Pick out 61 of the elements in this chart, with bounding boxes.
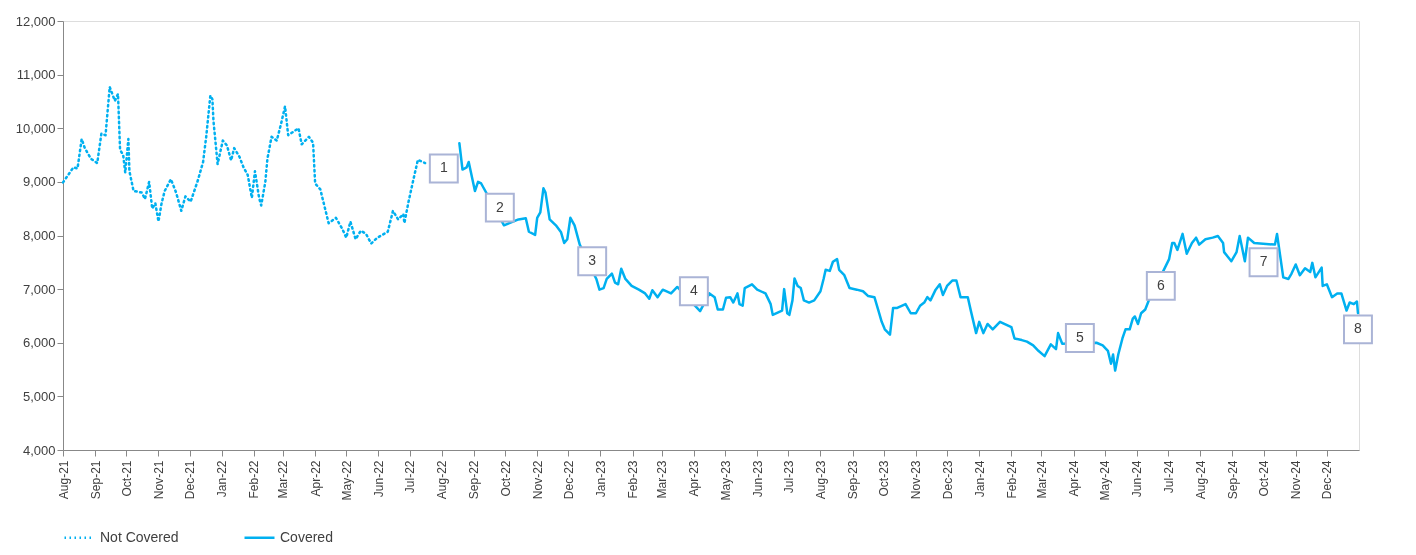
x-tick-label: May-23 bbox=[718, 460, 733, 501]
annotation: 6 bbox=[1156, 276, 1165, 293]
y-tick-label: 12,000 bbox=[15, 13, 56, 29]
x-tick-label: Nov-24 bbox=[1289, 460, 1304, 500]
x-tick-label: Sep-24 bbox=[1225, 460, 1240, 500]
x-tick-label: Apr-24 bbox=[1067, 460, 1082, 497]
x-tick-label: Mar-22 bbox=[276, 460, 291, 499]
x-tick-label: Jun-22 bbox=[371, 460, 386, 498]
x-tick-label: Jul-24 bbox=[1161, 460, 1176, 494]
x-tick-label: Apr-23 bbox=[687, 460, 702, 497]
x-tick-label: Aug-24 bbox=[1193, 460, 1208, 500]
annotation: 5 bbox=[1075, 328, 1084, 345]
x-tick-label: Nov-23 bbox=[909, 460, 924, 500]
x-tick-label: Oct-24 bbox=[1257, 460, 1272, 497]
x-tick-label: Mar-24 bbox=[1034, 460, 1049, 499]
x-tick-label: Sep-23 bbox=[846, 460, 861, 500]
x-tick-label: Feb-23 bbox=[626, 460, 641, 499]
annotation: 4 bbox=[689, 282, 698, 299]
annotation: 2 bbox=[495, 198, 504, 215]
annotation: 3 bbox=[588, 252, 597, 269]
x-tick-label: Apr-22 bbox=[308, 460, 323, 497]
x-tick-label: Jan-23 bbox=[593, 460, 608, 498]
x-tick-label: Jul-22 bbox=[403, 460, 418, 494]
y-tick-label: 10,000 bbox=[15, 120, 56, 136]
y-tick-label: 7,000 bbox=[22, 281, 56, 297]
legend-label: Covered bbox=[280, 528, 333, 545]
x-tick-label: Oct-22 bbox=[498, 460, 513, 497]
x-tick-label: Jun-24 bbox=[1130, 460, 1145, 498]
x-tick-label: Jan-24 bbox=[972, 460, 987, 498]
x-tick-label: Oct-23 bbox=[877, 460, 892, 497]
x-tick-label: Dec-22 bbox=[561, 460, 576, 500]
y-tick-label: 8,000 bbox=[22, 228, 56, 243]
x-tick-label: Nov-22 bbox=[530, 460, 545, 500]
x-tick-label: Sep-22 bbox=[467, 460, 482, 500]
x-tick-label: Sep-21 bbox=[88, 460, 103, 500]
line-series bbox=[61, 85, 427, 245]
x-tick-label: Aug-22 bbox=[435, 460, 450, 500]
annotation: 8 bbox=[1354, 320, 1363, 337]
x-tick-label: Feb-22 bbox=[247, 460, 262, 499]
x-tick-label: Dec-24 bbox=[1320, 460, 1335, 500]
annotation: 7 bbox=[1259, 253, 1268, 270]
y-tick-label: 6,000 bbox=[22, 335, 56, 351]
x-tick-label: Jan-22 bbox=[215, 460, 230, 498]
x-tick-label: May-24 bbox=[1098, 460, 1113, 501]
annotation: 1 bbox=[439, 159, 448, 176]
x-tick-label: Aug-21 bbox=[56, 460, 71, 500]
x-tick-label: Jun-23 bbox=[750, 460, 765, 498]
x-tick-label: Nov-21 bbox=[151, 460, 166, 500]
y-tick-label: 9,000 bbox=[22, 174, 56, 190]
x-tick-label: Oct-21 bbox=[119, 460, 134, 497]
y-tick-label: 11,000 bbox=[16, 67, 56, 83]
x-tick-label: Dec-23 bbox=[940, 460, 955, 500]
x-tick-label: Dec-21 bbox=[183, 460, 198, 500]
x-tick-label: Aug-23 bbox=[813, 460, 828, 500]
legend-label: Not Covered bbox=[100, 528, 179, 545]
y-tick-label: 5,000 bbox=[22, 388, 56, 404]
x-tick-label: May-22 bbox=[339, 460, 354, 501]
x-tick-label: Jul-23 bbox=[781, 460, 796, 494]
x-tick-label: Feb-24 bbox=[1004, 460, 1019, 499]
x-tick-label: Mar-23 bbox=[655, 460, 670, 499]
y-tick-label: 4,000 bbox=[22, 442, 56, 458]
